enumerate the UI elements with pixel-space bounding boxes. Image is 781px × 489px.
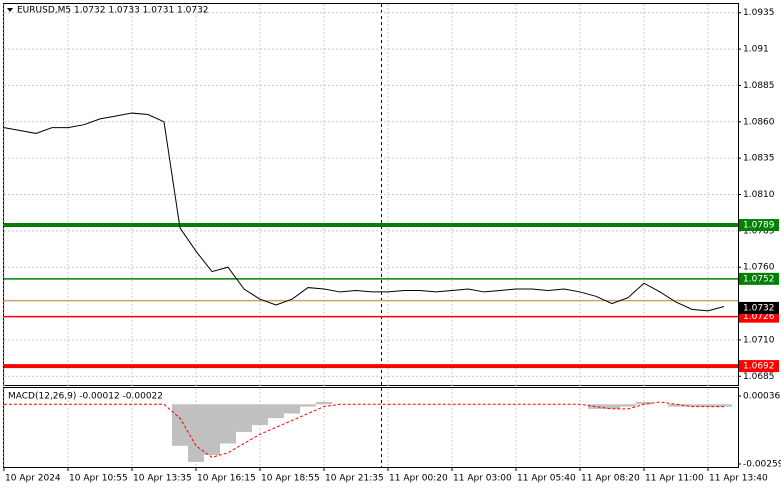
y-tick-label: 1.0835 — [743, 154, 775, 164]
x-tick-label: 10 Apr 21:35 — [325, 474, 384, 484]
macd-bar — [684, 404, 700, 407]
y-tick-label: 1.0785 — [743, 226, 775, 236]
macd-bar — [172, 404, 188, 446]
y-tick-label: 1.0760 — [743, 263, 775, 273]
macd-bar — [220, 404, 236, 444]
macd-bar — [268, 404, 284, 419]
macd-bar — [700, 404, 716, 407]
x-tick-label: 10 Apr 18:55 — [261, 474, 320, 484]
macd-bar — [604, 404, 620, 409]
x-tick-label: 11 Apr 08:20 — [581, 474, 640, 484]
y-tick-label: 1.0860 — [743, 117, 775, 127]
macd-bar — [620, 404, 636, 407]
level-label-box — [739, 272, 779, 285]
macd-bar — [668, 404, 684, 407]
x-tick-label: 11 Apr 13:40 — [709, 474, 768, 484]
y-tick-label: 1.091 — [743, 45, 769, 55]
y-tick-label: 1.0935 — [743, 8, 775, 18]
macd-bar — [236, 404, 252, 432]
level-label: 1.0726 — [743, 312, 775, 322]
x-tick-label: 10 Apr 16:15 — [197, 474, 256, 484]
chart-title: EURUSD,M5 1.0732 1.0733 1.0731 1.0732 — [17, 6, 209, 16]
level-label: 1.0692 — [743, 362, 775, 372]
macd-bar — [636, 401, 652, 405]
macd-title: MACD(12,26,9) -0.00012 -0.00022 — [8, 392, 163, 402]
macd-bar — [716, 404, 732, 407]
macd-bar — [316, 401, 332, 405]
x-tick-label: 11 Apr 11:00 — [645, 474, 704, 484]
menu-arrow — [7, 8, 13, 12]
macd-bar — [252, 404, 268, 426]
y-tick-label: -0.00259 — [743, 460, 781, 470]
signal-line — [4, 401, 724, 458]
macd-bar — [284, 404, 300, 414]
y-tick-label: 1.0810 — [743, 190, 775, 200]
macd-bar — [188, 404, 204, 462]
price-label-box — [739, 301, 779, 314]
macd-bar — [300, 404, 316, 407]
level-label: 1.0752 — [743, 274, 775, 284]
y-tick-label: 1.0685 — [743, 372, 775, 382]
level-label-box — [739, 360, 779, 373]
macd-bar — [204, 404, 220, 456]
price-label: 1.0732 — [743, 303, 775, 313]
y-tick-label: 0.00036 — [743, 392, 780, 402]
y-tick-label: 1.0885 — [743, 81, 775, 91]
x-tick-label: 11 Apr 00:20 — [389, 474, 448, 484]
x-tick-label: 10 Apr 13:35 — [133, 474, 192, 484]
x-tick-label: 10 Apr 2024 — [5, 474, 61, 484]
x-tick-label: 10 Apr 10:55 — [69, 474, 128, 484]
level-label-box — [739, 219, 779, 232]
level-label: 1.0789 — [743, 221, 775, 231]
macd-bar — [588, 404, 604, 409]
x-tick-label: 11 Apr 05:40 — [517, 474, 576, 484]
price-line — [3, 112, 725, 312]
y-tick-label: 1.0710 — [743, 335, 775, 345]
x-tick-label: 11 Apr 03:00 — [453, 474, 512, 484]
macd-frame — [3, 387, 739, 468]
